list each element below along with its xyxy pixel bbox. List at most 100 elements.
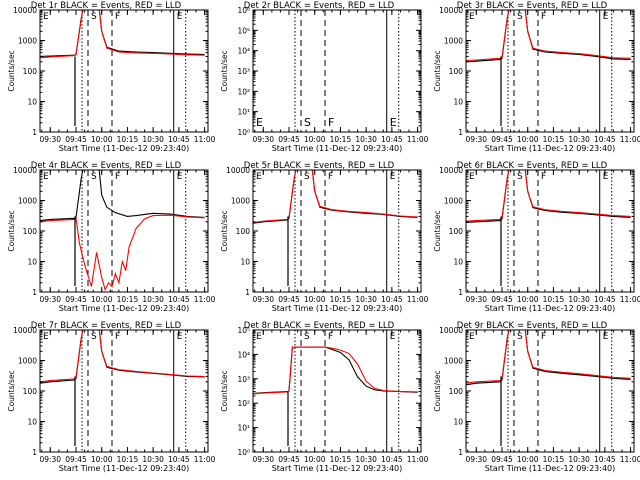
x-tick-label: 10:45 xyxy=(594,295,616,304)
x-tick-label: 10:00 xyxy=(304,135,326,144)
y-axis-label: Counts/sec xyxy=(433,210,442,251)
x-tick-label: 10:30 xyxy=(568,295,590,304)
marker-label: F xyxy=(328,116,334,129)
marker-label: F xyxy=(115,172,120,182)
y-tick-label: 10000 xyxy=(13,326,37,335)
y-tick-label: 10⁰ xyxy=(237,448,250,457)
panel-title: Det 3r BLACK = Events, RED = LLD xyxy=(457,1,608,11)
x-tick-label: 10:30 xyxy=(355,295,377,304)
series-lld-line xyxy=(253,346,418,395)
x-tick-label: 10:30 xyxy=(568,455,590,464)
y-tick-label: 10² xyxy=(237,87,250,96)
x-tick-label: 10:30 xyxy=(568,135,590,144)
x-tick-label: 09:30 xyxy=(252,455,274,464)
x-tick-label: 09:30 xyxy=(465,295,487,304)
x-tick-label: 09:45 xyxy=(65,295,87,304)
panel-title: Det 5r BLACK = Events, RED = LLD xyxy=(244,161,395,171)
y-tick-label: 10000 xyxy=(226,166,250,175)
marker-label: F xyxy=(115,332,120,342)
y-tick-label: 10000 xyxy=(439,6,463,15)
y-tick-label: 1000 xyxy=(444,197,463,206)
x-tick-label: 10:00 xyxy=(91,135,113,144)
x-tick-label: 10:15 xyxy=(330,135,352,144)
y-tick-label: 10⁴ xyxy=(237,47,250,56)
x-tick-label: 09:30 xyxy=(465,135,487,144)
marker-label: E xyxy=(390,116,397,129)
x-tick-label: 09:30 xyxy=(252,295,274,304)
x-tick-label: 10:15 xyxy=(543,455,565,464)
marker-label: S xyxy=(517,172,523,182)
x-tick-label: 10:45 xyxy=(168,295,190,304)
panel-det-2: Det 2r BLACK = Events, RED = LLD E S F E 10⁰ 1… xyxy=(220,1,429,153)
axes-frame xyxy=(465,169,635,293)
axes-frame xyxy=(465,9,635,133)
x-tick-label: 09:45 xyxy=(491,135,513,144)
x-tick-label: 09:45 xyxy=(65,135,87,144)
x-tick-label: 10:15 xyxy=(543,295,565,304)
y-axis-label: Counts/sec xyxy=(220,210,229,251)
y-axis-label: Counts/sec xyxy=(7,370,16,411)
y-tick-label: 100 xyxy=(449,67,464,76)
y-tick-label: 1000 xyxy=(18,357,37,366)
x-tick-label: 11:00 xyxy=(620,135,640,144)
y-axis-label: Counts/sec xyxy=(7,50,16,91)
x-tick-label: 10:45 xyxy=(381,135,403,144)
y-tick-label: 1 xyxy=(458,448,463,457)
y-tick-label: 10000 xyxy=(439,166,463,175)
x-axis-label: Start Time (11-Dec-12 09:23:40) xyxy=(272,464,403,473)
axes-frame xyxy=(39,329,209,453)
x-tick-label: 09:45 xyxy=(278,455,300,464)
marker-label: E xyxy=(177,172,183,182)
y-tick-label: 1000 xyxy=(18,197,37,206)
y-tick-label: 10000 xyxy=(13,6,37,15)
x-tick-label: 10:45 xyxy=(168,455,190,464)
series-events-line xyxy=(253,346,418,395)
x-axis-label: Start Time (11-Dec-12 09:23:40) xyxy=(59,304,190,313)
y-tick-label: 100 xyxy=(23,67,38,76)
marker-label: E xyxy=(603,12,609,22)
x-tick-label: 09:30 xyxy=(252,135,274,144)
panel-title: Det 1r BLACK = Events, RED = LLD xyxy=(31,1,182,11)
marker-label: E xyxy=(43,172,49,182)
x-axis-label: Start Time (11-Dec-12 09:23:40) xyxy=(485,144,616,153)
x-tick-label: 10:15 xyxy=(117,295,139,304)
marker-label: F xyxy=(541,332,546,342)
marker-label: E xyxy=(603,172,609,182)
marker-label: S xyxy=(91,12,97,22)
axes-frame xyxy=(465,329,635,453)
y-tick-label: 1 xyxy=(458,288,463,297)
x-tick-label: 10:45 xyxy=(168,135,190,144)
y-tick-label: 10¹ xyxy=(237,424,250,433)
marker-label: S xyxy=(517,12,523,22)
x-tick-label: 10:00 xyxy=(91,455,113,464)
y-tick-label: 1000 xyxy=(231,197,250,206)
y-axis-label: Counts/sec xyxy=(7,210,16,251)
panel-title: Det 7r BLACK = Events, RED = LLD xyxy=(31,321,182,331)
y-tick-label: 10 xyxy=(27,258,37,267)
x-tick-label: 10:30 xyxy=(355,135,377,144)
x-axis-label: Start Time (11-Dec-12 09:23:40) xyxy=(59,464,190,473)
y-tick-label: 1 xyxy=(32,288,37,297)
x-tick-label: 10:15 xyxy=(117,135,139,144)
y-tick-label: 10⁶ xyxy=(237,6,250,15)
y-tick-label: 1000 xyxy=(444,357,463,366)
y-tick-label: 10 xyxy=(27,98,37,107)
y-axis-label: Counts/sec xyxy=(220,50,229,91)
y-tick-label: 1 xyxy=(458,128,463,137)
axes-frame xyxy=(39,9,209,133)
marker-label: E xyxy=(256,116,263,129)
marker-label: S xyxy=(304,116,311,129)
marker-label: E xyxy=(469,332,475,342)
y-tick-label: 1000 xyxy=(444,37,463,46)
x-tick-label: 11:00 xyxy=(620,295,640,304)
y-tick-label: 100 xyxy=(236,227,251,236)
